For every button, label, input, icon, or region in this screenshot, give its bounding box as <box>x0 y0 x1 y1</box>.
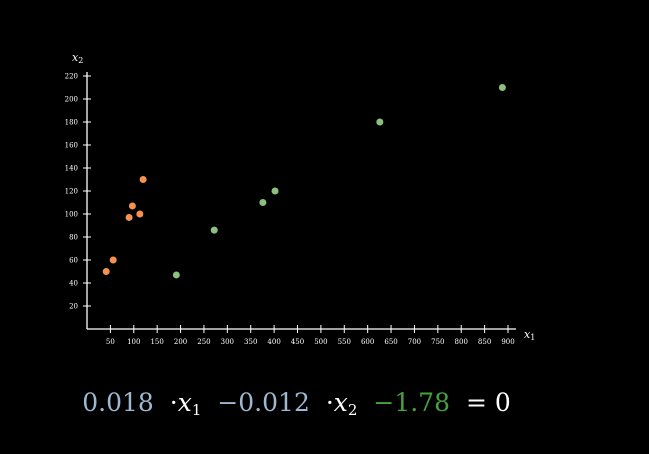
x-tick-label: 50 <box>106 338 115 346</box>
x-tick-label: 550 <box>338 338 351 346</box>
x-tick-label: 800 <box>455 338 468 346</box>
x-tick-label: 400 <box>267 338 280 346</box>
x-tick-label: 900 <box>501 338 514 346</box>
x-tick-label: 750 <box>431 338 444 346</box>
x-tick-label: 150 <box>150 338 163 346</box>
data-point <box>125 213 133 221</box>
data-point <box>498 84 506 91</box>
multiply-dot-2: · <box>325 388 334 417</box>
variable-1-subscript: 1 <box>191 401 202 419</box>
x-tick-label: 300 <box>221 338 234 346</box>
decision-boundary-equation: 0.018 ·x1 −0.012 ·x2 −1.78 = 0 <box>0 388 593 419</box>
y-tick-label: 100 <box>65 211 78 219</box>
y-axis-label: x2 <box>72 51 83 65</box>
axes <box>86 72 516 330</box>
y-tick-label: 140 <box>65 165 78 173</box>
y-tick-label: 80 <box>69 234 78 242</box>
coefficient-1: 0.018 <box>82 388 154 417</box>
data-point <box>128 202 136 210</box>
y-tick-label: 60 <box>69 257 78 265</box>
data-point <box>210 226 218 234</box>
y-tick-label: 200 <box>65 96 78 104</box>
x-tick-label: 700 <box>408 338 421 346</box>
intercept: −1.78 <box>373 388 450 417</box>
multiply-dot-1: · <box>169 388 178 417</box>
y-tick-label: 40 <box>69 280 78 288</box>
data-point <box>136 210 144 218</box>
y-tick-label: 160 <box>65 142 78 150</box>
data-point <box>172 271 180 279</box>
x-tick-label: 600 <box>361 338 374 346</box>
data-points <box>102 84 506 279</box>
x-tick-label: 250 <box>197 338 210 346</box>
x-tick-label: 450 <box>291 338 304 346</box>
y-tick-label: 220 <box>65 73 78 81</box>
x-tick-label: 650 <box>384 338 397 346</box>
y-ticks: 20 40 60 80 100 120 140 160 180 200 220 <box>65 73 91 311</box>
x-tick-label: 200 <box>174 338 187 346</box>
y-tick-label: 120 <box>65 188 78 196</box>
equals-zero: = 0 <box>465 388 511 417</box>
x-tick-label: 100 <box>127 338 140 346</box>
x-tick-label: 350 <box>244 338 257 346</box>
data-point <box>139 176 147 183</box>
variable-2-subscript: 2 <box>347 401 358 419</box>
data-point <box>109 256 117 264</box>
coefficient-2: −0.012 <box>217 388 310 417</box>
variable-1: x <box>177 388 192 417</box>
data-point <box>102 268 110 275</box>
data-point <box>376 118 384 126</box>
x-axis-label: x1 <box>524 328 535 342</box>
x-tick-label: 500 <box>314 338 327 346</box>
y-tick-label: 20 <box>69 303 78 311</box>
variable-2: x <box>333 388 348 417</box>
data-point <box>259 199 267 206</box>
x-ticks: 50 100 150 200 250 300 350 400 450 500 550 600 650 70… <box>106 325 515 346</box>
y-tick-label: 180 <box>65 119 78 127</box>
x-tick-label: 850 <box>478 338 491 346</box>
data-point <box>271 187 279 195</box>
